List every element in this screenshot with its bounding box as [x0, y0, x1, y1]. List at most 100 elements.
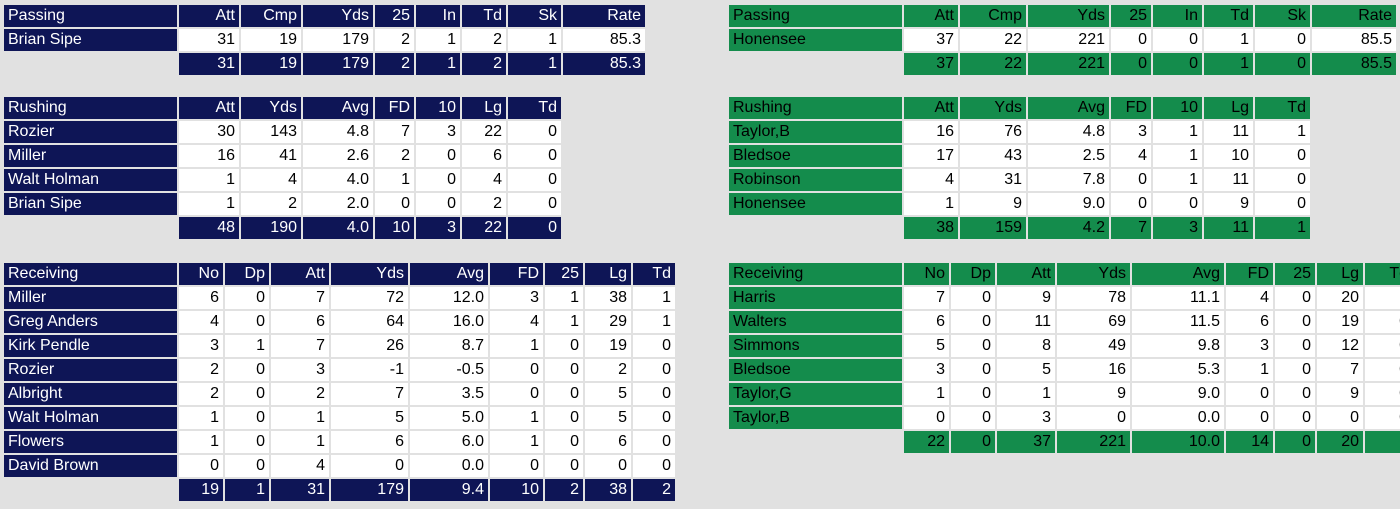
stat-cell: 29: [585, 311, 631, 333]
stat-cell: 9.0: [1028, 193, 1109, 215]
total-cell: 11: [1204, 217, 1253, 239]
stat-cell: 0: [545, 431, 583, 453]
column-header: Td: [1365, 263, 1400, 285]
stat-cell: 0: [951, 407, 995, 429]
player-name: Taylor,B: [729, 121, 902, 143]
total-cell: 0: [1111, 53, 1151, 75]
stat-cell: 9: [1057, 383, 1130, 405]
stat-cell: 5.3: [1132, 359, 1224, 381]
column-header: No: [904, 263, 949, 285]
player-name: Brian Sipe: [4, 193, 177, 215]
total-cell: 2: [462, 53, 506, 75]
player-name: David Brown: [4, 455, 177, 477]
stat-cell: 30: [179, 121, 239, 143]
column-header: In: [416, 5, 460, 27]
total-cell: 22: [960, 53, 1026, 75]
stat-cell: 26: [331, 335, 408, 357]
stat-cell: 1: [1365, 287, 1400, 309]
column-header: FD: [490, 263, 543, 285]
stat-cell: 9: [1317, 383, 1363, 405]
stat-cell: 19: [241, 29, 301, 51]
stat-cell: 0: [225, 311, 269, 333]
column-header: Dp: [225, 263, 269, 285]
stat-cell: 1: [490, 407, 543, 429]
stat-cell: 37: [904, 29, 958, 51]
stat-cell: 5: [585, 407, 631, 429]
stat-cell: 0: [633, 335, 675, 357]
stat-cell: 1: [1255, 121, 1310, 143]
stat-cell: 4: [1226, 287, 1273, 309]
totals-spacer: [729, 53, 902, 75]
total-cell: 48: [179, 217, 239, 239]
stat-cell: 22: [462, 121, 506, 143]
totals-spacer: [4, 217, 177, 239]
stat-cell: 0: [508, 121, 561, 143]
column-header: Td: [508, 97, 561, 119]
column-header: 10: [1153, 97, 1202, 119]
stat-cell: 4.8: [303, 121, 373, 143]
total-cell: 3: [416, 217, 460, 239]
stat-cell: 0: [633, 383, 675, 405]
stat-cell: 1: [1226, 359, 1273, 381]
stat-cell: 1: [1204, 29, 1253, 51]
column-header: Lg: [1317, 263, 1363, 285]
stat-cell: 72: [331, 287, 408, 309]
stat-cell: 8: [997, 335, 1055, 357]
stat-cell: 0: [1275, 311, 1315, 333]
stat-cell: 1: [545, 311, 583, 333]
column-header: Lg: [1204, 97, 1253, 119]
stat-cell: 0: [1255, 193, 1310, 215]
stat-cell: 0: [1255, 145, 1310, 167]
column-header: Yds: [960, 97, 1026, 119]
total-cell: 190: [241, 217, 301, 239]
stat-cell: 4: [904, 169, 958, 191]
stat-cell: 0: [416, 145, 460, 167]
stat-cell: 8.7: [410, 335, 488, 357]
stat-cell: 1: [1153, 169, 1202, 191]
column-header: Cmp: [960, 5, 1026, 27]
total-cell: 0: [1255, 53, 1310, 75]
section-title: Rushing: [729, 97, 902, 119]
stat-cell: 0: [225, 407, 269, 429]
stat-cell: 4.8: [1028, 121, 1109, 143]
total-cell: 31: [179, 53, 239, 75]
stat-cell: 0: [1255, 29, 1310, 51]
stat-cell: 6: [271, 311, 329, 333]
stat-cell: 2: [179, 359, 223, 381]
total-cell: 7: [1111, 217, 1151, 239]
home-rushing-table: Rushing Att Yds Avg FD 10 Lg Td Rozier 30 143 4.8 7 3…: [4, 97, 561, 239]
stat-cell: 7: [331, 383, 408, 405]
stat-cell: 1: [633, 311, 675, 333]
stat-cell: 0: [1365, 311, 1400, 333]
total-cell: 221: [1028, 53, 1109, 75]
stat-cell: 9: [1204, 193, 1253, 215]
player-name: Walters: [729, 311, 902, 333]
stat-cell: 0: [225, 287, 269, 309]
stat-cell: 0: [1111, 29, 1151, 51]
stat-cell: 31: [960, 169, 1026, 191]
total-cell: 0: [1275, 431, 1315, 453]
section-title: Rushing: [4, 97, 177, 119]
player-name: Robinson: [729, 169, 902, 191]
total-cell: 2: [375, 53, 414, 75]
stat-cell: 4: [179, 311, 223, 333]
stat-cell: 5: [904, 335, 949, 357]
stat-cell: 11: [1204, 169, 1253, 191]
column-header: Sk: [1255, 5, 1310, 27]
stat-cell: 6: [331, 431, 408, 453]
stat-cell: 69: [1057, 311, 1130, 333]
stat-cell: 3: [271, 359, 329, 381]
stat-cell: 7: [904, 287, 949, 309]
total-cell: 179: [331, 479, 408, 501]
column-header: Td: [462, 5, 506, 27]
stat-cell: 2.6: [303, 145, 373, 167]
stat-cell: 2.5: [1028, 145, 1109, 167]
stat-cell: 0: [1275, 359, 1315, 381]
stat-cell: 0: [951, 335, 995, 357]
total-cell: 1: [225, 479, 269, 501]
total-cell: 4.0: [303, 217, 373, 239]
stat-cell: 0: [1275, 407, 1315, 429]
stat-cell: 0: [331, 455, 408, 477]
stat-cell: 0: [1365, 359, 1400, 381]
stat-cell: 1: [179, 407, 223, 429]
